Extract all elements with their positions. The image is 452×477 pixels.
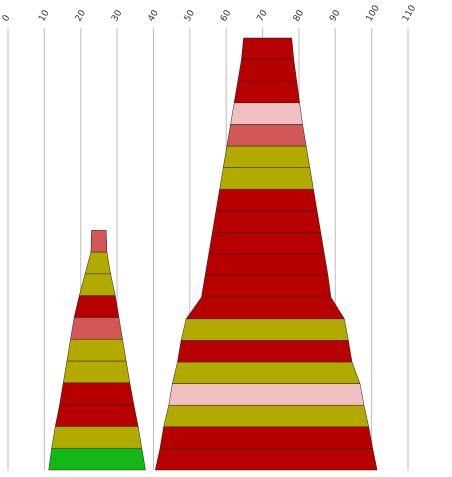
stack-1-band-10: [84, 251, 111, 275]
x-tick-label: 20: [74, 8, 89, 23]
stack-1-band-5: [62, 360, 131, 384]
stack-2-band-6: [177, 340, 353, 363]
stack-2-band-19: [237, 59, 298, 82]
x-tick-label: 50: [183, 8, 198, 23]
x-tick-label: 110: [401, 3, 418, 23]
stack-2-band-20: [241, 37, 295, 60]
stack-1-band-2: [51, 426, 143, 449]
stack-2-band-15: [222, 145, 311, 168]
stack-2-band-13: [215, 188, 318, 212]
stack-1-band-8: [73, 295, 120, 318]
x-tick-labels: 0 10 20 30 40 50 60 70 80 90 100 110: [1, 3, 418, 23]
stack-2-band-9: [201, 275, 332, 298]
stack-1-band-1: [48, 447, 146, 471]
x-tick-label: 30: [110, 8, 125, 23]
stack-1-band-9: [78, 273, 116, 296]
stack-1-band-7: [70, 317, 123, 340]
x-tick-label: 80: [292, 8, 307, 23]
stack-2-band-1: [154, 448, 378, 471]
stack-2-band-11: [208, 232, 325, 255]
stack-2-band-16: [226, 124, 307, 147]
x-tick-label: 90: [328, 8, 343, 23]
x-tick-label: 100: [365, 3, 382, 23]
stacks: [48, 37, 378, 471]
stack-2-band-12: [212, 210, 322, 233]
stack-2-band-10: [204, 253, 329, 276]
x-tick-label: 70: [255, 8, 270, 23]
x-tick-label: 10: [37, 8, 52, 23]
stack-1-band-4: [59, 382, 135, 405]
stack-2-band-14: [219, 167, 314, 190]
stack-2-band-5: [172, 361, 361, 384]
stack-2-band-2: [159, 426, 374, 449]
stack-2: [154, 37, 378, 471]
x-tick-label: 60: [219, 8, 234, 23]
x-tick-label: 40: [146, 8, 161, 23]
stack-2-band-17: [230, 102, 303, 125]
x-tick-label: 0: [1, 13, 13, 23]
stack-1-band-3: [54, 404, 139, 427]
stack-1: [48, 229, 146, 471]
stack-2-band-4: [168, 383, 365, 406]
stack-1-band-6: [66, 338, 127, 362]
stack-2-band-3: [163, 404, 370, 428]
stack-2-band-8: [185, 296, 345, 320]
stack-2-band-18: [233, 80, 300, 104]
stack-2-band-7: [180, 318, 349, 341]
stack-1-band-11: [90, 229, 108, 253]
